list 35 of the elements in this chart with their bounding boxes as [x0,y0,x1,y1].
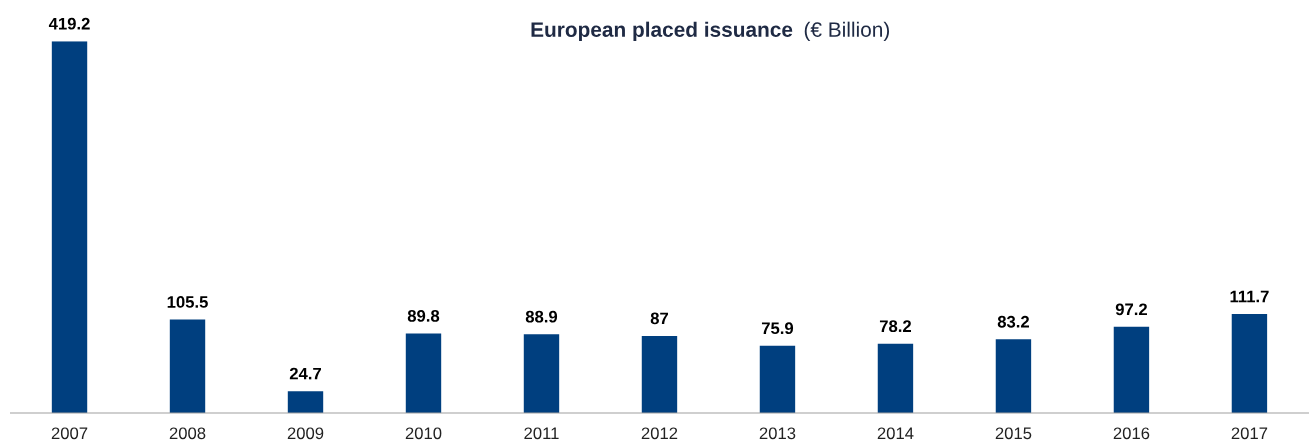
x-tick-label: 2013 [759,427,796,440]
x-tick-label: 2009 [287,427,324,440]
data-label: 111.7 [1230,290,1269,303]
data-label: 75.9 [761,322,794,335]
data-label: 97.2 [1115,303,1147,316]
bar [51,41,88,414]
bar [877,343,914,414]
bar [759,345,796,414]
chart-title: European placed issuance [531,21,793,42]
x-tick-label: 2014 [877,427,914,440]
bar [1113,326,1150,414]
data-label: 88.9 [525,310,558,323]
data-label: 105.5 [167,296,208,308]
data-label: 419.2 [48,17,90,30]
x-tick-label: 2011 [524,427,559,440]
x-tick-label: 2017 [1231,427,1268,440]
x-tick-label: 2007 [51,427,88,440]
bar [1231,313,1268,414]
bar [287,391,324,414]
bar [641,335,678,414]
bar [169,319,206,414]
data-label: 83.2 [997,315,1029,328]
data-label: 89.8 [407,309,440,322]
x-tick-label: 2015 [995,427,1032,440]
bar [995,339,1032,414]
x-tick-label: 2010 [405,427,442,440]
data-label: 78.2 [879,320,912,333]
bar [523,334,560,414]
x-tick-label: 2012 [641,427,678,440]
x-tick-label: 2008 [169,427,206,440]
data-label: 87 [650,312,669,325]
chart-subtitle: (€ Billion) [804,21,889,42]
bar [405,333,442,414]
data-label: 24.7 [289,367,321,380]
x-tick-label: 2016 [1113,427,1150,440]
